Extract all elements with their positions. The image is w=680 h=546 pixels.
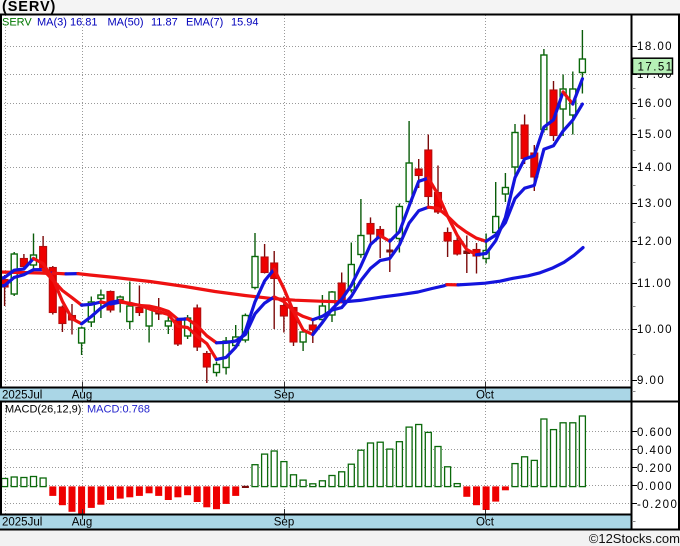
svg-text:13.00: 13.00	[637, 198, 673, 210]
svg-text:MACD(26,12,9): MACD(26,12,9)	[5, 404, 81, 416]
svg-text:Aug: Aug	[72, 390, 92, 402]
svg-text:Aug: Aug	[72, 517, 92, 529]
svg-text:2025Jul: 2025Jul	[2, 390, 42, 402]
svg-text:15.94: 15.94	[231, 17, 259, 29]
svg-text:Oct: Oct	[476, 517, 495, 529]
svg-text:2025Jul: 2025Jul	[2, 517, 42, 529]
svg-text:EMA(7): EMA(7)	[186, 17, 223, 29]
svg-text:14.00: 14.00	[637, 162, 673, 174]
svg-text:MA(50): MA(50)	[108, 17, 144, 29]
svg-text:17.51: 17.51	[638, 61, 674, 73]
svg-text:11.00: 11.00	[637, 278, 672, 290]
svg-text:Oct: Oct	[476, 390, 495, 402]
svg-text:0.600: 0.600	[637, 427, 673, 439]
svg-text:Sep: Sep	[274, 517, 294, 529]
svg-text:11.87: 11.87	[151, 17, 178, 29]
svg-text:10.00: 10.00	[637, 324, 673, 336]
svg-text:Sep: Sep	[274, 390, 294, 402]
svg-text:15.00: 15.00	[637, 129, 673, 141]
svg-text:0.400: 0.400	[637, 445, 673, 457]
svg-text:(SERV): (SERV)	[2, 0, 56, 15]
svg-text:0.000: 0.000	[637, 481, 673, 493]
svg-text:-0.200: -0.200	[637, 499, 678, 511]
svg-text:16.81: 16.81	[70, 17, 98, 29]
svg-text:16.00: 16.00	[637, 98, 673, 110]
svg-text:9.00: 9.00	[637, 375, 665, 387]
svg-text:MACD:0.768: MACD:0.768	[87, 404, 150, 416]
svg-text:SERV: SERV	[2, 17, 32, 29]
svg-text:18.00: 18.00	[637, 41, 673, 53]
svg-text:©12Stocks.com: ©12Stocks.com	[589, 531, 680, 546]
svg-text:0.200: 0.200	[637, 463, 673, 475]
svg-text:MA(3): MA(3)	[37, 17, 67, 29]
svg-text:12.00: 12.00	[637, 236, 673, 248]
